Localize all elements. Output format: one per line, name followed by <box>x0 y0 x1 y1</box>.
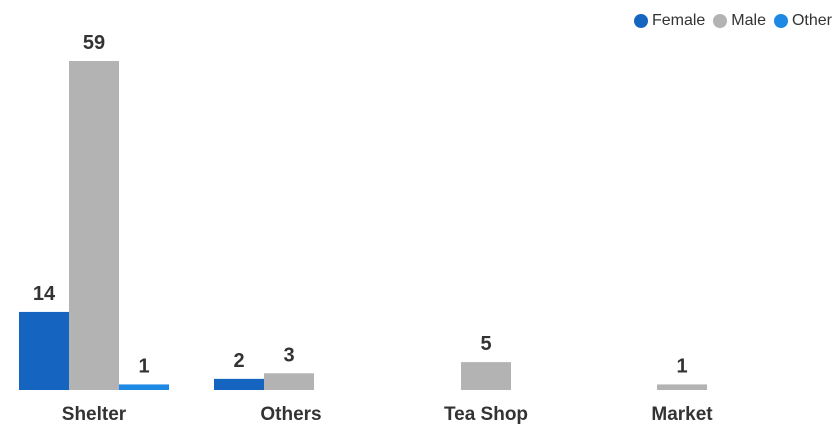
bar-shelter-other[interactable] <box>119 384 169 390</box>
legend-item-female[interactable]: Female <box>633 12 706 30</box>
data-label-others-female: 2 <box>233 350 244 372</box>
legend-item-male[interactable]: Male <box>713 12 766 30</box>
legend-swatch-female <box>633 14 648 28</box>
bar-shelter-male[interactable] <box>69 61 119 390</box>
data-label-others-male: 3 <box>283 344 294 366</box>
legend-swatch-other <box>773 14 788 28</box>
bar-tea-shop-male[interactable] <box>461 362 511 390</box>
x-tick-label-others: Others <box>260 404 321 425</box>
data-label-shelter-male: 59 <box>83 32 105 54</box>
legend-label-female: Female <box>651 12 706 29</box>
legend: Female Male Other <box>626 12 832 30</box>
data-label-market-male: 1 <box>676 355 687 377</box>
x-tick-label-market: Market <box>651 404 713 425</box>
legend-label-male: Male <box>731 12 766 29</box>
data-label-shelter-other: 1 <box>138 355 149 377</box>
x-tick-label-tea-shop: Tea Shop <box>444 404 528 425</box>
bar-market-male[interactable] <box>657 384 707 390</box>
x-tick-label-shelter: Shelter <box>62 404 127 425</box>
bar-others-female[interactable] <box>214 378 264 390</box>
legend-label-other: Other <box>791 12 832 29</box>
legend-swatch-male <box>713 14 728 28</box>
data-label-shelter-female: 14 <box>33 283 56 305</box>
data-label-tea-shop-male: 5 <box>480 333 491 355</box>
bar-shelter-female[interactable] <box>19 311 69 390</box>
bar-others-male[interactable] <box>264 373 314 390</box>
legend-item-other[interactable]: Other <box>773 12 832 30</box>
